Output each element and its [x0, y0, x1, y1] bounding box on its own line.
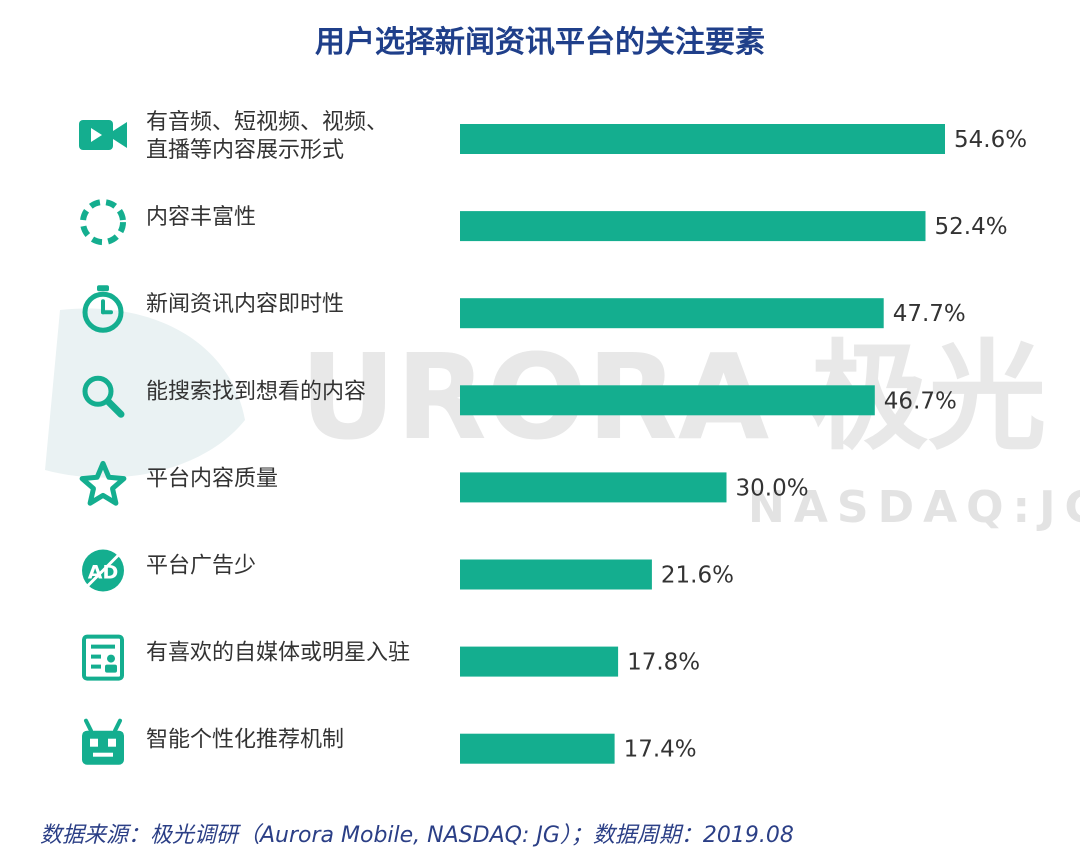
robot-icon — [82, 718, 124, 765]
bar — [460, 472, 727, 503]
chart-rows: 有音频、短视频、视频、直播等内容展示形式 54.6% 内容丰富性 52.4% 新闻资讯内… — [79, 110, 1027, 765]
watermark-ticker: NASDAQ:JG — [748, 482, 1080, 533]
bar — [460, 211, 926, 242]
value-label: 46.7% — [884, 388, 957, 414]
no-ad-icon: AD — [82, 549, 124, 592]
category-label: 直播等内容展示形式 — [146, 138, 344, 163]
bar — [460, 646, 619, 677]
category-label: 能搜索找到想看的内容 — [146, 379, 366, 404]
bar — [460, 559, 652, 590]
category-label: 有喜欢的自媒体或明星入驻 — [146, 641, 410, 666]
value-label: 21.6% — [661, 563, 734, 589]
category-label: 内容丰富性 — [146, 205, 256, 230]
bar — [460, 733, 615, 764]
value-label: 52.4% — [935, 214, 1008, 240]
source-note: 数据来源：极光调研（Aurora Mobile, NASDAQ: JG）；数据周… — [40, 823, 794, 848]
chart-title: 用户选择新闻资讯平台的关注要素 — [315, 25, 765, 60]
stopwatch-icon — [82, 285, 124, 333]
value-label: 47.7% — [893, 301, 966, 327]
category-label: 新闻资讯内容即时性 — [146, 292, 344, 317]
value-label: 17.4% — [624, 737, 697, 763]
bar — [460, 124, 945, 154]
watermark-logo — [45, 308, 245, 478]
bar — [460, 385, 875, 416]
category-label: 平台内容质量 — [146, 466, 278, 491]
category-label: 智能个性化推荐机制 — [146, 728, 344, 753]
category-label: 有音频、短视频、视频、 — [146, 110, 388, 135]
profile-card-icon — [82, 634, 124, 681]
bar — [460, 298, 884, 329]
value-label: 17.8% — [627, 650, 700, 676]
video-icon — [79, 120, 127, 150]
search-icon — [82, 375, 125, 418]
value-label: 30.0% — [736, 475, 809, 501]
value-label: 54.6% — [954, 127, 1027, 153]
category-label: 平台广告少 — [146, 554, 256, 579]
star-icon — [79, 460, 127, 506]
dashed-circle-icon — [80, 199, 126, 246]
